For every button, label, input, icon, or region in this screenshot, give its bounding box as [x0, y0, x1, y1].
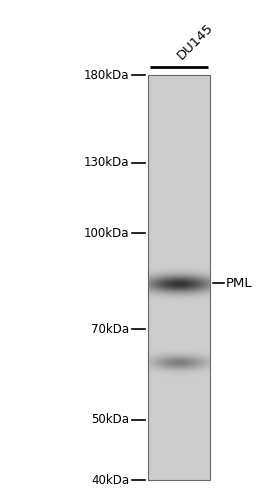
- Text: 50kDa: 50kDa: [91, 413, 129, 426]
- Text: DU145: DU145: [175, 21, 216, 62]
- Text: 70kDa: 70kDa: [91, 323, 129, 336]
- Text: PML: PML: [226, 277, 253, 290]
- Text: 40kDa: 40kDa: [91, 473, 129, 486]
- Text: 180kDa: 180kDa: [83, 69, 129, 82]
- Text: 130kDa: 130kDa: [83, 156, 129, 169]
- Bar: [148, 75, 210, 480]
- Text: 100kDa: 100kDa: [83, 227, 129, 240]
